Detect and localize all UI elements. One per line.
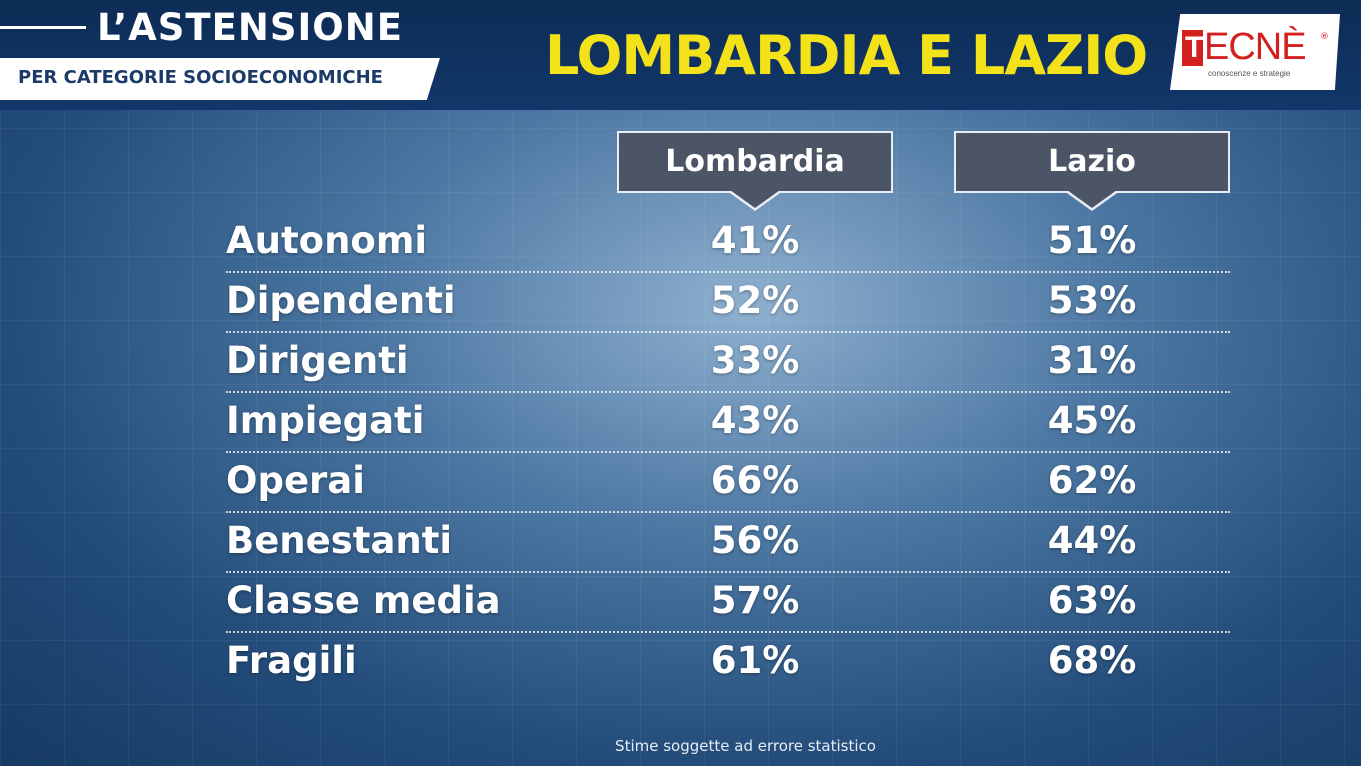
data-table: Autonomi 41% 51% Dipendenti 52% 53% Dirigenti 3… [226,217,1230,697]
tecne-logo: T ECNÈ ® conoscenze e strategie [1170,14,1340,90]
table-row: Fragili 61% 68% [226,637,1230,697]
table-row: Dirigenti 33% 31% [226,337,1230,397]
region-title: LOMBARDIA E LAZIO [545,24,1148,87]
value-lazio: 45% [1047,399,1137,442]
column-header-label: Lombardia [665,144,845,179]
category-label: Classe media [226,579,501,622]
value-lombardia: 33% [710,339,800,382]
value-lazio: 44% [1047,519,1137,562]
logo-tagline: conoscenze e strategie [1208,69,1291,78]
table-row: Autonomi 41% 51% [226,217,1230,277]
main-title: L’ASTENSIONE [97,6,403,49]
value-lombardia: 66% [710,459,800,502]
subtitle-bar: PER CATEGORIE SOCIOECONOMICHE [0,58,440,100]
title-accent-line [0,26,86,29]
value-lombardia: 52% [710,279,800,322]
value-lombardia: 41% [710,219,800,262]
logo-t-icon: T [1182,30,1203,66]
category-label: Operai [226,459,365,502]
table-row: Dipendenti 52% 53% [226,277,1230,337]
category-label: Dipendenti [226,279,456,322]
table-row: Benestanti 56% 44% [226,517,1230,577]
value-lombardia: 43% [710,399,800,442]
pointer-inner-shape [1067,190,1117,208]
header-bar: L’ASTENSIONE PER CATEGORIE SOCIOECONOMIC… [0,0,1361,110]
table-row: Impiegati 43% 45% [226,397,1230,457]
value-lazio: 63% [1047,579,1137,622]
pointer-inner-shape [730,190,780,208]
registered-mark-icon: ® [1320,32,1329,42]
value-lombardia: 56% [710,519,800,562]
table-row: Operai 66% 62% [226,457,1230,517]
value-lazio: 68% [1047,639,1137,682]
category-label: Benestanti [226,519,453,562]
subtitle: PER CATEGORIE SOCIOECONOMICHE [18,67,383,88]
title-block: L’ASTENSIONE PER CATEGORIE SOCIOECONOMIC… [0,0,440,104]
value-lazio: 62% [1047,459,1137,502]
value-lombardia: 57% [710,579,800,622]
category-label: Impiegati [226,399,425,442]
category-label: Fragili [226,639,357,682]
value-lombardia: 61% [710,639,800,682]
value-lazio: 31% [1047,339,1137,382]
value-lazio: 53% [1047,279,1137,322]
column-header-lombardia: Lombardia [617,131,893,211]
category-label: Dirigenti [226,339,409,382]
column-header-lazio: Lazio [954,131,1230,211]
column-header-label: Lazio [1048,144,1136,179]
category-label: Autonomi [226,219,428,262]
logo-text: ECNÈ [1204,26,1307,68]
footnote: Stime soggette ad errore statistico [615,737,876,755]
value-lazio: 51% [1047,219,1137,262]
table-row: Classe media 57% 63% [226,577,1230,637]
